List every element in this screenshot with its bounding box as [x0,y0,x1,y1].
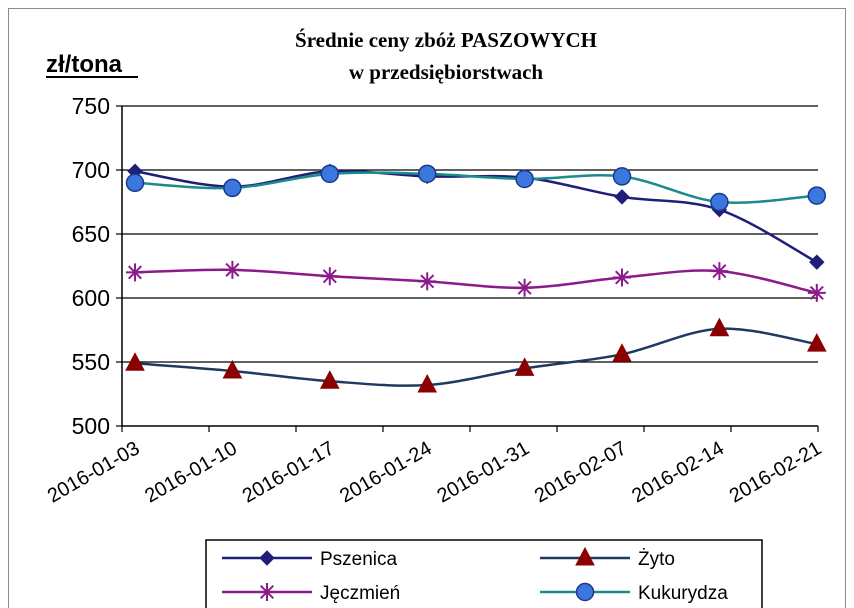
data-point-triangle [222,359,243,379]
asterisk-stroke [420,274,435,289]
legend-item-pszenica: Pszenica [222,549,398,570]
data-point-triangle [575,546,595,566]
legend-item-jęczmień: Jęczmień [222,583,400,604]
series-żyto [125,317,827,393]
legend-label: Kukurydza [638,583,728,604]
data-point-circle [125,173,145,193]
y-axis-unit-label: zł/tona [46,51,123,78]
data-point-circle [320,164,340,184]
y-tick-label: 650 [72,221,110,247]
asterisk-stroke [259,584,275,600]
data-point-asterisk [807,283,826,302]
data-point-circle [417,164,437,184]
data-point-diamond [809,254,825,270]
data-point-circle [807,186,827,205]
x-tick-label: 2016-01-24 [336,437,436,507]
asterisk-stroke [127,265,143,280]
data-point-triangle [125,352,145,371]
x-tick-label: 2016-02-14 [628,437,728,507]
chart-subtitle: w przedsiębiorstwach [349,60,544,84]
chart-frame [8,8,846,608]
legend-item-kukurydza: Kukurydza [540,582,728,604]
asterisk-stroke [712,264,727,279]
x-tick-label: 2016-01-10 [141,437,241,507]
asterisk-stroke [614,270,630,285]
x-tick-label: 2016-01-17 [239,437,339,507]
data-point-circle [710,192,729,212]
data-point-diamond [614,189,630,205]
data-point-asterisk [258,583,276,601]
legend-box [205,539,763,608]
gridlines [122,105,818,363]
series-jęczmień [126,260,826,302]
data-point-diamond [259,550,275,566]
data-point-asterisk [320,267,339,286]
asterisk-stroke [809,285,824,300]
x-tick-label: 2016-01-03 [44,437,144,507]
asterisk-stroke [225,262,240,277]
series-line [134,327,817,387]
legend-label: Żyto [638,549,675,570]
data-point-triangle [319,370,340,389]
data-point-asterisk [613,268,631,287]
data-point-circle [223,178,242,198]
data-point-asterisk [223,260,242,279]
y-tick-label: 750 [72,93,110,119]
y-tick-label: 600 [72,285,110,311]
x-tick-label: 2016-02-07 [531,437,631,507]
chart-title: Średnie ceny zbóż PASZOWYCH [295,28,597,52]
data-point-circle [612,167,632,186]
y-tick-label: 500 [72,413,110,439]
series-kukurydza [125,164,827,212]
asterisk-stroke [517,280,532,295]
series-line [134,171,817,204]
axes: 5005506006507007502016-01-032016-01-1020… [44,93,825,507]
legend-label: Pszenica [320,549,398,570]
legend-item-żyto: Żyto [540,546,675,570]
x-tick-label: 2016-02-21 [726,437,826,507]
asterisk-stroke [322,269,337,284]
data-point-circle [515,169,534,189]
data-point-triangle [417,373,438,393]
data-point-circle [575,582,595,602]
data-point-asterisk [515,278,534,297]
data-point-asterisk [418,272,437,291]
legend: Pszenica Żyto Jęczmień Kukurydza [205,539,763,608]
series [125,163,827,393]
data-point-asterisk [126,263,144,282]
legend-label: Jęczmień [320,583,400,604]
y-tick-label: 700 [72,157,110,183]
data-point-triangle [709,317,730,337]
data-point-triangle [806,333,827,352]
data-point-triangle [514,357,535,376]
y-tick-label: 550 [72,349,110,375]
data-point-asterisk [710,262,729,281]
data-point-triangle [612,343,632,362]
series-line [134,268,818,295]
x-tick-label: 2016-01-31 [433,437,533,507]
